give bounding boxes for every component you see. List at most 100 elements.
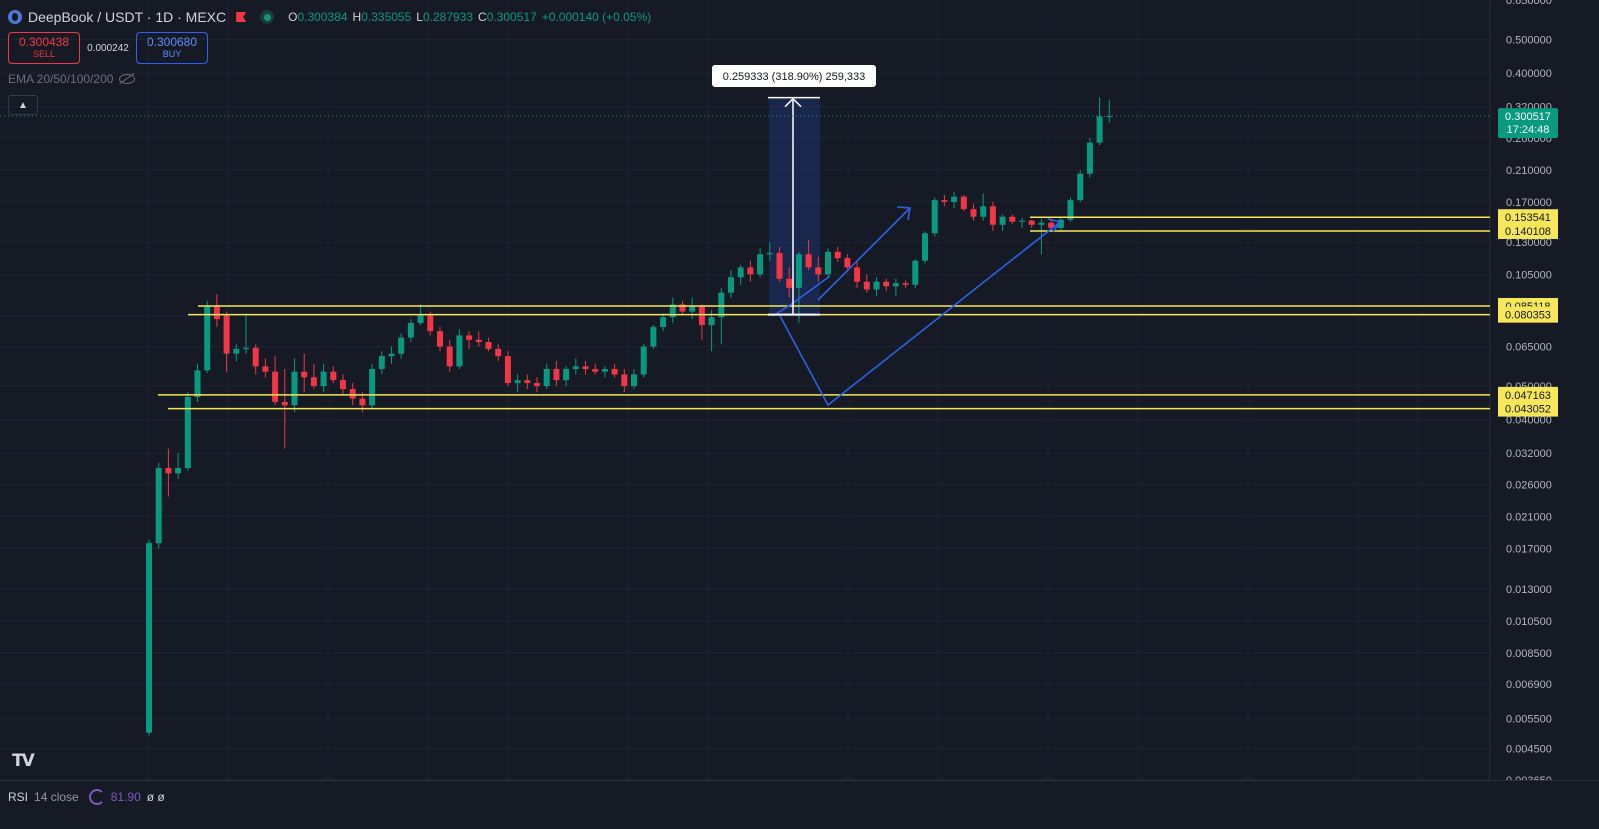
candle-body (320, 371, 327, 387)
candle-body (1048, 222, 1055, 228)
ohlc-values: O0.300384 H0.335055 L0.287933 C0.300517 … (288, 10, 651, 24)
rsi-legend: RSI 14 close 81.90 ø ø (8, 789, 165, 805)
candle-body (650, 327, 657, 347)
candle-body (708, 317, 715, 326)
candle-body (999, 216, 1006, 225)
symbol-title[interactable]: DeepBook / USDT · 1D · MEXC (28, 9, 227, 25)
rsi-pane[interactable]: RSI 14 close 81.90 ø ø (0, 780, 1599, 829)
high-label: H (352, 10, 362, 24)
rsi-name[interactable]: RSI (8, 790, 29, 804)
measure-label-box (712, 65, 876, 87)
eye-hidden-icon[interactable] (119, 74, 136, 84)
candle-body (1096, 116, 1103, 143)
y-axis-tick-label: 0.032000 (1506, 448, 1552, 460)
candle-body (718, 292, 725, 318)
y-axis-tick-label: 0.130000 (1506, 237, 1552, 249)
candle-body (155, 468, 162, 544)
candle-body (854, 267, 861, 282)
refresh-icon[interactable] (88, 789, 105, 805)
trend-path-line (779, 221, 1061, 407)
level-price-tag (1498, 209, 1558, 226)
measure-box (769, 97, 820, 315)
sell-price: 0.300438 (18, 35, 70, 49)
last-price-tag (1498, 108, 1558, 139)
candle-body (223, 315, 230, 354)
collapse-legend-button[interactable]: ▲ (8, 95, 38, 115)
flag-icon[interactable] (236, 12, 247, 22)
candle-body (825, 251, 831, 275)
close-value: 0.300517 (486, 10, 537, 24)
y-axis-tick-label: 0.017000 (1506, 543, 1552, 555)
sell-label: SELL (32, 49, 56, 59)
candle-body (504, 356, 511, 384)
candle-body (378, 356, 385, 370)
sell-button[interactable]: 0.300438 SELL (8, 32, 80, 64)
tradingview-logo[interactable]: TV (12, 751, 35, 771)
price-chart[interactable]: 0.6500000.5000000.4000000.3200000.260000… (0, 0, 1599, 780)
open-value: 0.300384 (297, 10, 348, 24)
candle-body (631, 374, 637, 387)
candle-body (301, 371, 308, 378)
candle-body (553, 369, 560, 381)
candle-body (252, 347, 259, 367)
candle-body (572, 366, 579, 370)
candle-body (815, 267, 822, 275)
y-axis-tick-label: 0.013000 (1506, 584, 1552, 596)
chevron-up-icon: ▲ (18, 99, 28, 111)
chart-header: DeepBook / USDT · 1D · MEXC O0.300384 H0… (8, 7, 651, 27)
candle-body (1106, 116, 1113, 118)
candle-body (262, 366, 269, 372)
measure-arrowhead (784, 97, 802, 108)
candle-body (757, 254, 764, 275)
ema-indicator-legend[interactable]: EMA 20/50/100/200 (8, 72, 136, 86)
market-status-icon[interactable] (260, 10, 275, 24)
candle-body (475, 339, 482, 343)
y-axis-tick-label: 0.065000 (1506, 342, 1552, 354)
rsi-params: 14 close (34, 790, 79, 804)
level-price-label: 0.080353 (1505, 310, 1551, 322)
buy-button[interactable]: 0.300680 BUY (136, 32, 208, 64)
level-price-label: 0.047163 (1505, 390, 1551, 402)
level-price-tag (1498, 222, 1558, 239)
change-value: +0.000140 (+0.05%) (541, 10, 652, 24)
candle-body (1067, 200, 1074, 220)
close-label: C (478, 10, 487, 24)
candle-body (524, 380, 531, 384)
y-axis-tick-label: 0.008500 (1506, 648, 1552, 660)
candle-body (728, 277, 734, 293)
candle-body (514, 380, 521, 384)
candle-body (660, 317, 667, 328)
countdown-label: 17:24:48 (1507, 124, 1550, 136)
candle-body (640, 346, 647, 375)
candle-body (485, 342, 492, 349)
status-dot (263, 13, 271, 21)
candle-body (592, 369, 599, 372)
candle-body (369, 369, 376, 406)
y-axis-tick-label: 0.010500 (1506, 616, 1552, 628)
candle-body (805, 254, 812, 268)
candle-body (1019, 220, 1025, 222)
candle-body (407, 323, 414, 338)
candle-body (1009, 216, 1016, 222)
y-axis-tick-label: 0.005500 (1506, 713, 1552, 725)
low-value: 0.287933 (422, 10, 474, 24)
candle-body (941, 200, 948, 202)
candle-body (582, 366, 589, 370)
candle-body (834, 251, 841, 259)
buy-price: 0.300680 (146, 35, 198, 49)
candle-body (931, 200, 938, 234)
candle-body (184, 396, 191, 469)
candle-body (601, 369, 608, 372)
candle-body (863, 281, 870, 290)
candle-body (233, 348, 240, 354)
candle-body (980, 206, 987, 217)
candle-body (281, 401, 288, 406)
candle-body (912, 260, 919, 285)
trend-arrowhead (1047, 218, 1062, 233)
candle-body (892, 283, 899, 287)
y-axis-tick-label: 0.170000 (1506, 197, 1552, 209)
candle-body (689, 306, 696, 312)
candle-body (330, 371, 337, 381)
candle-body (747, 267, 754, 275)
rsi-value: 81.90 (110, 790, 141, 804)
